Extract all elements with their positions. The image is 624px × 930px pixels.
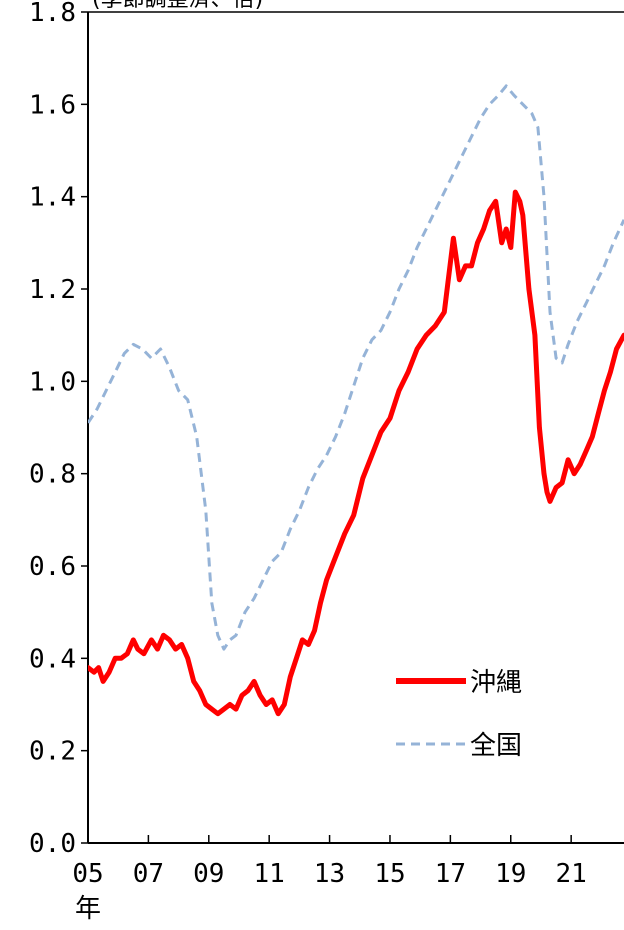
y-tick-label: 0.6 <box>29 552 76 582</box>
y-tick-label: 0.2 <box>29 737 76 767</box>
x-tick-label: 11 <box>254 859 285 889</box>
y-axis: 0.0 0.2 0.4 0.6 0.8 1.0 1.2 1.4 1.6 1.8 <box>29 0 624 859</box>
legend-okinawa-label: 沖縄 <box>470 668 522 698</box>
y-tick-label: 1.2 <box>29 275 76 305</box>
x-axis: 05 07 09 11 13 15 17 19 21 <box>72 835 624 889</box>
series-line-okinawa <box>88 189 624 717</box>
y-tick-label: 1.8 <box>29 0 76 28</box>
x-axis-label: 年 <box>75 894 101 924</box>
series-group <box>88 84 624 717</box>
series-line-national <box>88 84 624 651</box>
y-tick-label: 1.0 <box>29 367 76 397</box>
x-tick-label: 21 <box>555 859 586 889</box>
x-tick-label: 07 <box>133 859 164 889</box>
x-tick-label: 15 <box>374 859 405 889</box>
x-tick-label: 05 <box>72 859 103 889</box>
x-tick-label: 13 <box>314 859 345 889</box>
x-tick-label: 09 <box>193 859 224 889</box>
y-tick-label: 0.0 <box>29 829 76 859</box>
x-tick-label: 19 <box>495 859 526 889</box>
legend-national-label: 全国 <box>470 731 522 761</box>
y-tick-label: 1.6 <box>29 90 76 120</box>
y-tick-label: 0.8 <box>29 460 76 490</box>
y-tick-label: 1.4 <box>29 183 76 213</box>
y-tick-label: 0.4 <box>29 644 76 674</box>
chart-title: (季節調整済、倍) <box>92 0 263 12</box>
x-tick-label: 17 <box>435 859 466 889</box>
